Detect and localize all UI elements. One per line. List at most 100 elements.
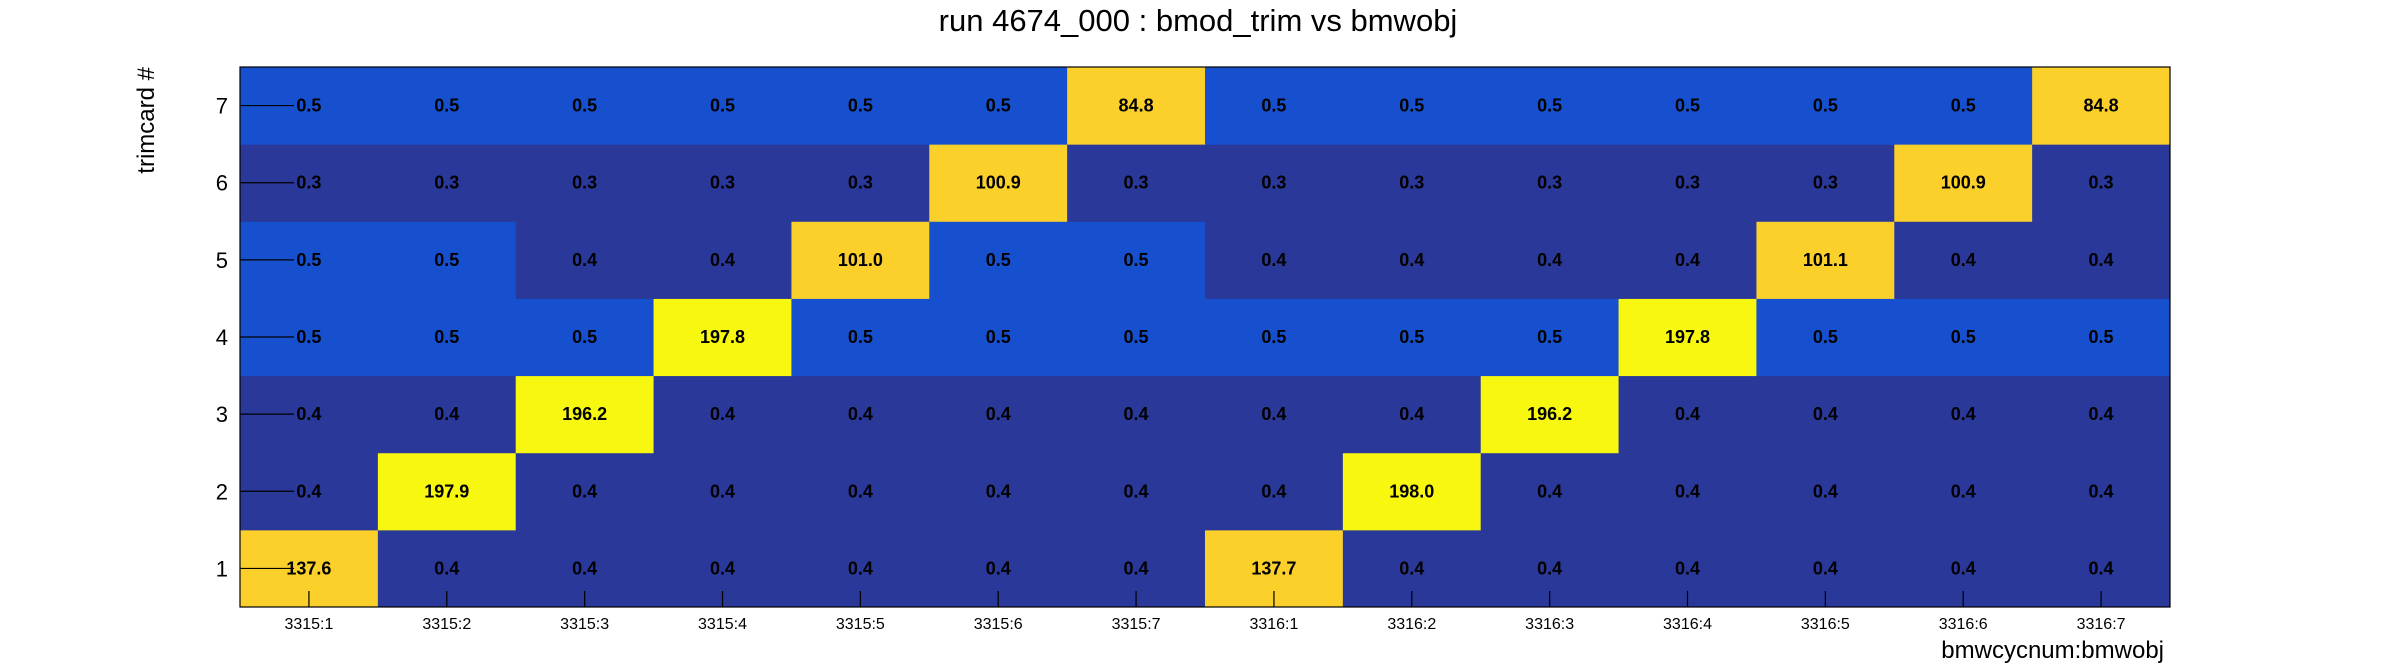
cell-value-label: 137.6 <box>286 558 331 578</box>
cell-value-label: 0.4 <box>848 558 873 578</box>
cell-value-label: 0.5 <box>1261 327 1286 347</box>
cell-value-label: 0.4 <box>1951 250 1976 270</box>
heatmap-cell <box>1067 221 1206 299</box>
heatmap-cell <box>1342 144 1482 222</box>
heatmap-cell <box>653 67 792 145</box>
x-tick-label: 3315:2 <box>422 616 471 633</box>
heatmap-cell <box>1618 67 1757 145</box>
heatmap-cell <box>653 298 792 377</box>
y-tick-label: 4 <box>216 325 228 350</box>
cell-value-label: 0.4 <box>986 404 1011 424</box>
x-tick-label: 3316:6 <box>1939 616 1988 633</box>
heatmap-cell <box>791 375 930 454</box>
cell-value-label: 0.4 <box>434 558 459 578</box>
cell-value-label: 84.8 <box>2084 96 2119 116</box>
heatmap-cell <box>929 452 1068 531</box>
cell-value-label: 196.2 <box>1527 404 1572 424</box>
cell-value-label: 0.5 <box>1124 250 1149 270</box>
cell-value-label: 0.4 <box>1951 481 1976 501</box>
x-tick-label: 3316:2 <box>1387 616 1436 633</box>
cell-value-label: 0.4 <box>572 481 597 501</box>
cell-value-label: 0.4 <box>1261 250 1286 270</box>
cell-value-label: 0.5 <box>710 96 735 116</box>
heatmap-cell <box>515 298 655 377</box>
cell-value-label: 0.5 <box>296 250 321 270</box>
cell-value-label: 0.5 <box>1813 327 1838 347</box>
cell-value-label: 0.4 <box>1675 558 1700 578</box>
axis-ticks <box>240 104 2102 607</box>
cell-value-label: 0.4 <box>1124 404 1149 424</box>
heatmap-cell <box>1756 67 1895 145</box>
cell-value-label: 0.4 <box>1675 404 1700 424</box>
y-tick-labels: 1 2 3 4 5 6 7 <box>216 94 228 582</box>
heatmap-cell <box>1067 144 1206 222</box>
cell-value-label: 0.4 <box>1675 250 1700 270</box>
cell-value-label: 198.0 <box>1389 481 1434 501</box>
cell-value-label: 0.4 <box>1537 558 1562 578</box>
heatmap-cell <box>929 144 1068 222</box>
heatmap-cell <box>653 144 792 222</box>
heatmap-cell <box>1205 144 1344 222</box>
cell-value-label: 0.4 <box>1813 558 1838 578</box>
cell-value-label: 0.5 <box>1951 327 1976 347</box>
x-tick-label: 3315:5 <box>836 616 885 633</box>
heatmap-cell <box>1756 452 1895 531</box>
heatmap-cell <box>1894 452 2033 531</box>
heatmap-cell <box>929 67 1068 145</box>
heatmap-cell <box>1067 375 1206 454</box>
cell-value-label: 0.4 <box>434 404 459 424</box>
plot-frame <box>239 66 2171 608</box>
heatmap-cell <box>377 452 517 531</box>
cell-value-label: 0.3 <box>1537 173 1562 193</box>
heatmap-cell <box>1205 67 1344 145</box>
cell-value-label: 0.3 <box>848 173 873 193</box>
x-tick-label: 3315:6 <box>974 616 1023 633</box>
heatmap-cell <box>2032 67 2171 145</box>
x-tick-label: 3316:1 <box>1249 616 1298 633</box>
heatmap-cell <box>1894 221 2033 299</box>
cell-value-label: 100.9 <box>1941 173 1986 193</box>
cell-value-label: 197.8 <box>1665 327 1710 347</box>
heatmap-cell <box>791 298 930 377</box>
cell-value-label: 0.5 <box>986 327 1011 347</box>
cell-value-label: 0.5 <box>572 96 597 116</box>
cell-value-label: 0.4 <box>1813 404 1838 424</box>
heatmap-cell <box>515 375 655 454</box>
heatmap-cell <box>1894 298 2033 377</box>
cell-value-label: 0.4 <box>1399 250 1424 270</box>
heatmap-cell <box>1067 452 1206 531</box>
cell-value-label: 0.4 <box>986 481 1011 501</box>
y-tick-label: 1 <box>216 556 228 581</box>
y-tick-label: 5 <box>216 248 228 273</box>
heatmap-cell <box>515 144 655 222</box>
cell-value-label: 0.4 <box>1951 404 1976 424</box>
heatmap-cell <box>1342 221 1482 299</box>
cell-value-label: 0.4 <box>2089 250 2114 270</box>
cell-value-label: 0.5 <box>1951 96 1976 116</box>
heatmap-cell <box>1480 221 1620 299</box>
cell-value-label: 0.5 <box>572 327 597 347</box>
cell-value-label: 0.4 <box>296 481 321 501</box>
cell-value-label: 0.5 <box>1537 96 1562 116</box>
heatmap-cell <box>1067 298 1206 377</box>
cell-value-label: 0.4 <box>710 558 735 578</box>
cell-value-label: 0.4 <box>710 250 735 270</box>
x-tick-label: 3316:5 <box>1801 616 1850 633</box>
cell-value-label: 0.5 <box>1813 96 1838 116</box>
x-tick-label: 3315:4 <box>698 616 747 633</box>
cell-value-label: 197.8 <box>700 327 745 347</box>
x-tick-label: 3316:7 <box>2077 616 2126 633</box>
heatmap-cell <box>1480 67 1620 145</box>
cell-value-label: 0.4 <box>1399 404 1424 424</box>
heatmap-cell <box>791 221 930 299</box>
cell-value-label: 0.4 <box>1813 481 1838 501</box>
heatmap-cell <box>1480 144 1620 222</box>
heatmap-cell <box>791 144 930 222</box>
heatmap-cell <box>1205 452 1344 531</box>
cell-value-label: 0.3 <box>2089 173 2114 193</box>
heatmap-cell <box>1618 452 1757 531</box>
chart-title: run 4674_000 : bmod_trim vs bmwobj <box>939 3 1458 38</box>
heatmap-cell <box>1756 375 1895 454</box>
cell-value-label: 0.4 <box>848 404 873 424</box>
